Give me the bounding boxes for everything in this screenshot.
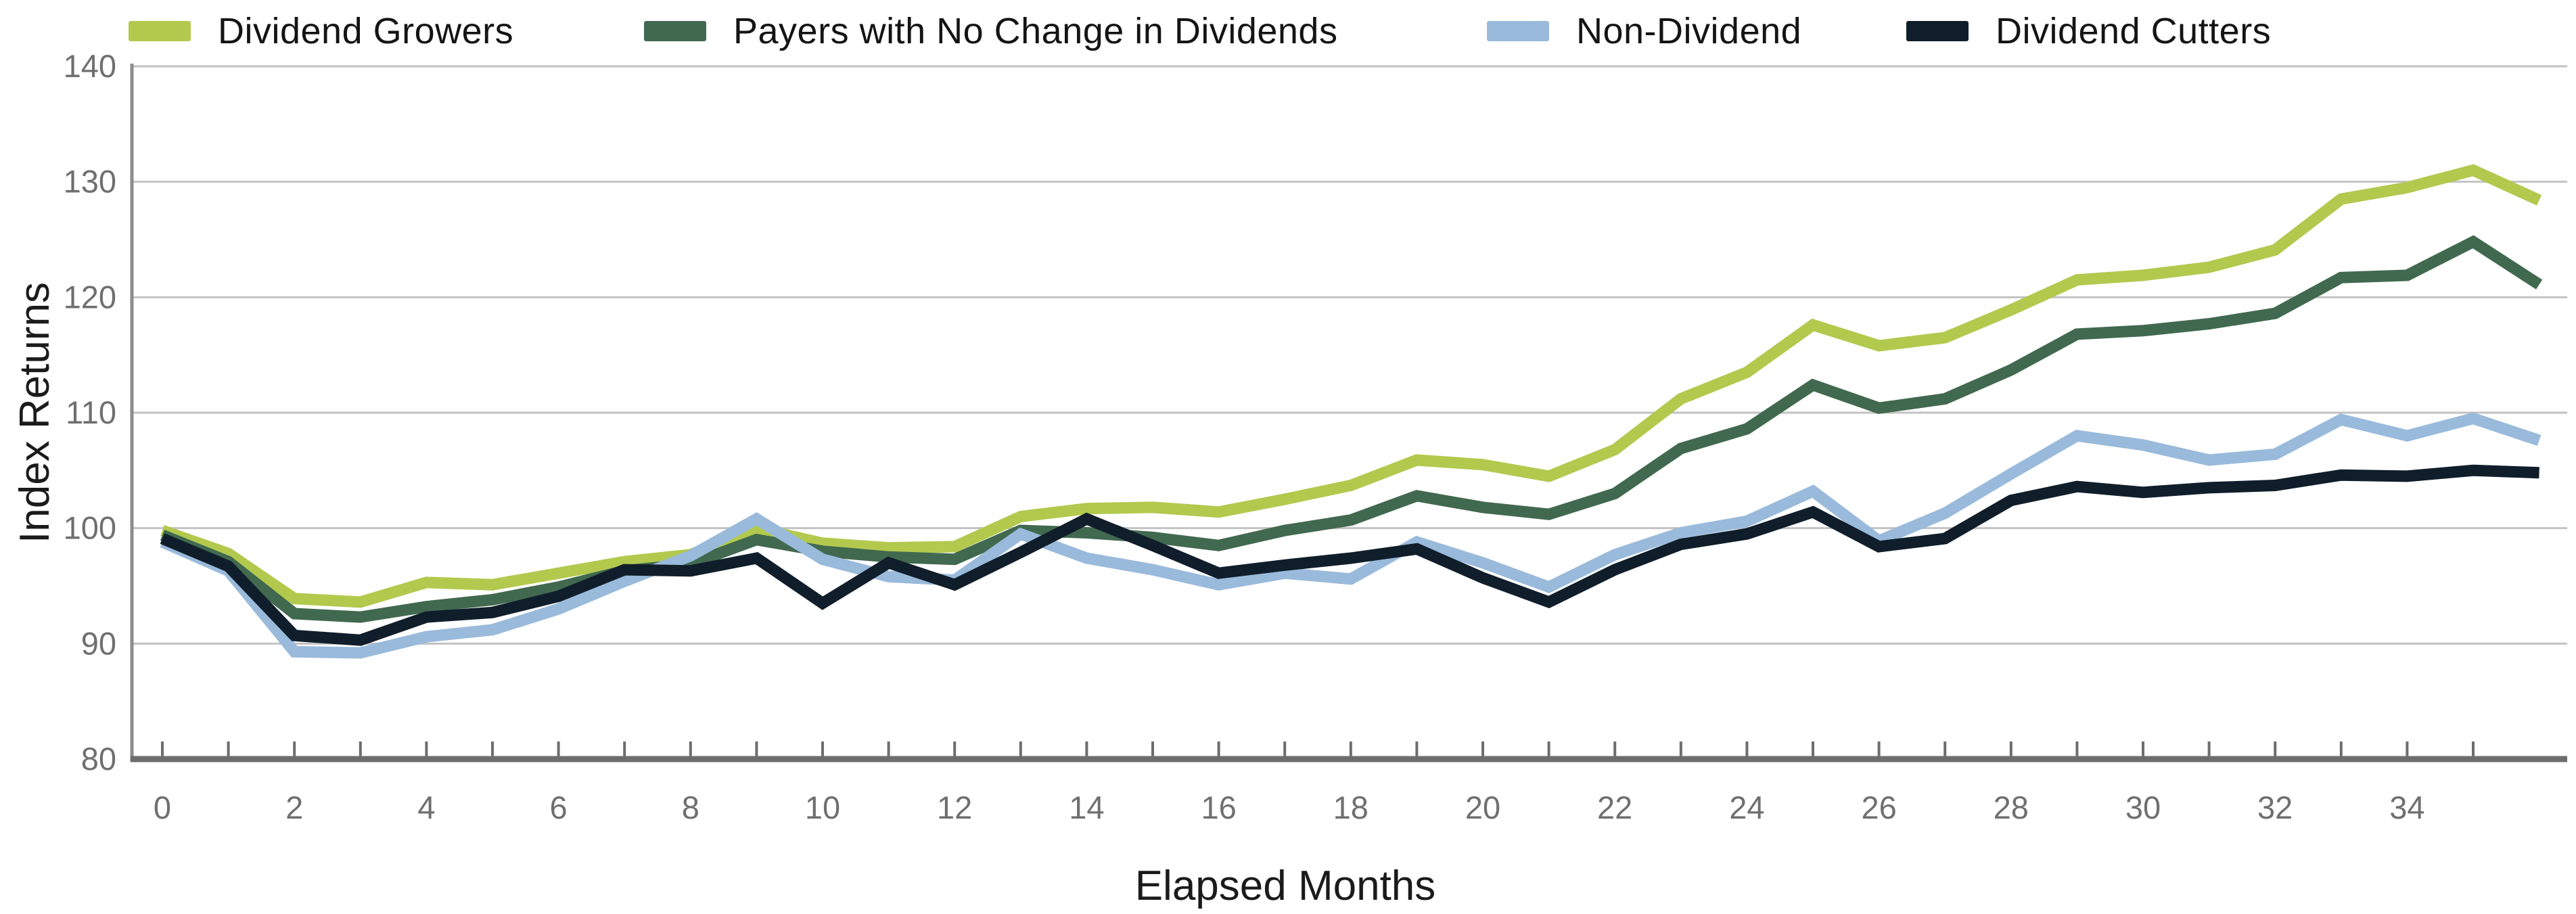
y-tick-label-110: 110	[66, 394, 116, 430]
legend-label: Non-Dividend	[1576, 11, 1802, 51]
legend-swatch-non-dividend-icon	[1487, 21, 1549, 41]
x-tick-label-6: 6	[550, 790, 568, 825]
x-tick-label-30: 30	[2125, 790, 2161, 825]
y-tick-label-130: 130	[64, 164, 116, 200]
x-tick-label-20: 20	[1465, 790, 1500, 825]
legend-label: Dividend Cutters	[1996, 11, 2272, 51]
x-tick-label-28: 28	[1994, 790, 2029, 825]
x-tick-label-32: 32	[2257, 790, 2293, 825]
y-tick-label-120: 120	[64, 279, 116, 315]
x-tick-label-14: 14	[1069, 790, 1104, 825]
x-tick-label-12: 12	[937, 790, 972, 825]
y-tick-label-90: 90	[81, 625, 116, 661]
y-tick-label-140: 140	[64, 48, 116, 84]
legend-item-dividend-growers: Dividend Growers	[129, 9, 513, 53]
x-tick-label-8: 8	[682, 790, 699, 825]
legend-item-payers-no-change: Payers with No Change in Dividends	[644, 9, 1337, 53]
y-axis-title: Index Returns	[12, 282, 58, 543]
legend-swatch-dividend-cutters-icon	[1906, 21, 1969, 41]
axes	[130, 64, 2567, 762]
x-axis-title: Elapsed Months	[1135, 863, 1436, 909]
chart-legend: Dividend Growers Payers with No Change i…	[0, 9, 2576, 53]
series-lines	[160, 164, 2543, 659]
x-tick-label-34: 34	[2389, 790, 2424, 825]
series-line-dividend-growers	[160, 164, 2542, 608]
legend-item-dividend-cutters: Dividend Cutters	[1906, 9, 2271, 53]
x-tick-label-16: 16	[1201, 790, 1236, 825]
x-tick-label-4: 4	[417, 790, 435, 825]
series-line-non-dividend	[160, 412, 2542, 659]
x-tick-label-0: 0	[154, 790, 171, 825]
y-tick-label-80: 80	[81, 741, 116, 777]
y-tick-label-100: 100	[64, 510, 116, 546]
x-tick-label-24: 24	[1729, 790, 1764, 825]
x-tick-label-22: 22	[1597, 790, 1632, 825]
x-tick-label-26: 26	[1861, 790, 1896, 825]
series-line-dividend-cutters	[160, 464, 2539, 646]
x-tick-label-2: 2	[285, 790, 303, 825]
series-line-payers-with-no-change-in-dividends	[160, 235, 2543, 623]
legend-swatch-payers-no-change-icon	[644, 21, 706, 41]
x-tick-label-18: 18	[1333, 790, 1368, 825]
legend-label: Dividend Growers	[218, 11, 514, 51]
legend-label: Payers with No Change in Dividends	[733, 11, 1338, 51]
gridlines	[132, 65, 2567, 645]
legend-item-non-dividend: Non-Dividend	[1487, 9, 1801, 53]
x-tick-label-10: 10	[805, 790, 840, 825]
legend-swatch-dividend-growers-icon	[129, 21, 191, 41]
